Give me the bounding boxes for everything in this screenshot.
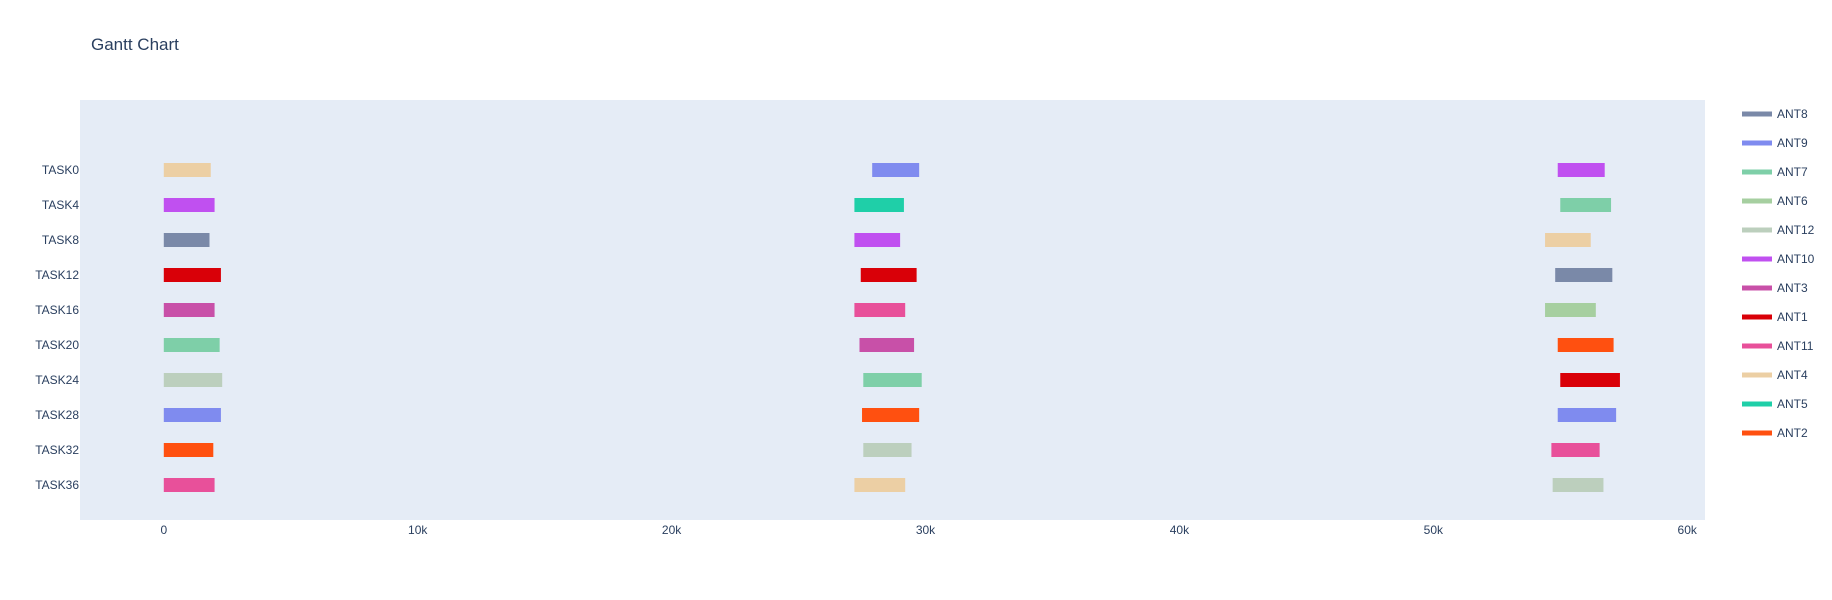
gantt-bar-ant5-task4[interactable] (854, 198, 904, 212)
legend-item-ant3[interactable]: ANT3 (1742, 281, 1808, 295)
legend-label: ANT9 (1777, 136, 1808, 150)
bars-layer (163, 163, 1620, 492)
gantt-bar-ant7-task24[interactable] (863, 373, 922, 387)
legend-item-ant6[interactable]: ANT6 (1742, 194, 1808, 208)
gantt-bar-ant10-task8[interactable] (854, 233, 901, 247)
legend-swatch (1742, 372, 1772, 378)
y-tick-label: TASK12 (35, 268, 79, 282)
chart-title: Gantt Chart (91, 35, 179, 54)
x-tick-label: 50k (1424, 523, 1444, 537)
y-tick-label: TASK28 (35, 408, 79, 422)
x-tick-label: 60k (1678, 523, 1698, 537)
y-tick-label: TASK16 (35, 303, 79, 317)
legend-label: ANT7 (1777, 165, 1808, 179)
legend-label: ANT2 (1777, 426, 1808, 440)
x-tick-label: 40k (1170, 523, 1190, 537)
y-tick-label: TASK36 (35, 478, 79, 492)
gantt-bar-ant2-task20[interactable] (1557, 338, 1614, 352)
legend-item-ant7[interactable]: ANT7 (1742, 165, 1808, 179)
legend-label: ANT11 (1777, 339, 1814, 353)
gantt-bar-ant12-task36[interactable] (1552, 478, 1604, 492)
gantt-bar-ant11-task32[interactable] (1551, 443, 1600, 457)
gantt-bar-ant2-task28[interactable] (862, 408, 920, 422)
legend-label: ANT8 (1777, 107, 1808, 121)
legend-label: ANT1 (1777, 310, 1808, 324)
x-tick-label: 30k (916, 523, 936, 537)
legend-swatch (1742, 343, 1772, 349)
legend-item-ant5[interactable]: ANT5 (1742, 397, 1808, 411)
legend-item-ant10[interactable]: ANT10 (1742, 252, 1815, 266)
gantt-bar-ant10-task0[interactable] (1557, 163, 1605, 177)
y-tick-label: TASK20 (35, 338, 79, 352)
x-axis: 0 10k 20k 30k 40k 50k 60k (160, 523, 1697, 537)
legend-swatch (1742, 227, 1772, 233)
gantt-bar-ant6-task16[interactable] (1545, 303, 1596, 317)
gantt-bar-ant9-task28[interactable] (1557, 408, 1617, 422)
gantt-bar-ant7-task20[interactable] (163, 338, 220, 352)
legend-item-ant1[interactable]: ANT1 (1742, 310, 1808, 324)
gantt-bar-ant3-task20[interactable] (859, 338, 915, 352)
gantt-bar-ant1-task24[interactable] (1560, 373, 1620, 387)
legend[interactable]: ANT8 ANT9 ANT7 ANT6 ANT12 ANT10 ANT3 ANT1 ANT11 A… (1742, 107, 1815, 440)
legend-item-ant9[interactable]: ANT9 (1742, 136, 1808, 150)
gantt-bar-ant10-task4[interactable] (163, 198, 215, 212)
legend-swatch (1742, 140, 1772, 146)
legend-swatch (1742, 256, 1772, 262)
legend-item-ant2[interactable]: ANT2 (1742, 426, 1808, 440)
legend-swatch (1742, 314, 1772, 320)
legend-item-ant8[interactable]: ANT8 (1742, 107, 1808, 121)
legend-swatch (1742, 430, 1772, 436)
y-axis: TASK0 TASK4 TASK8 TASK12 TASK16 TASK20 TASK24 T… (35, 163, 79, 492)
gantt-bar-ant7-task4[interactable] (1560, 198, 1612, 212)
gantt-bar-ant4-task36[interactable] (854, 478, 906, 492)
gantt-bar-ant3-task16[interactable] (163, 303, 215, 317)
gantt-bar-ant12-task32[interactable] (863, 443, 912, 457)
gantt-bar-ant8-task12[interactable] (1555, 268, 1613, 282)
x-tick-label: 0 (160, 523, 167, 537)
gantt-bar-ant9-task28[interactable] (163, 408, 221, 422)
legend-label: ANT12 (1777, 223, 1815, 237)
gantt-bar-ant8-task8[interactable] (163, 233, 210, 247)
y-tick-label: TASK32 (35, 443, 79, 457)
legend-swatch (1742, 401, 1772, 407)
legend-item-ant11[interactable]: ANT11 (1742, 339, 1814, 353)
gantt-bar-ant4-task8[interactable] (1545, 233, 1591, 247)
legend-label: ANT4 (1777, 368, 1808, 382)
legend-item-ant4[interactable]: ANT4 (1742, 368, 1808, 382)
gantt-bar-ant1-task12[interactable] (860, 268, 917, 282)
y-tick-label: TASK24 (35, 373, 79, 387)
legend-label: ANT5 (1777, 397, 1808, 411)
legend-swatch (1742, 111, 1772, 117)
gantt-bar-ant1-task12[interactable] (163, 268, 221, 282)
legend-swatch (1742, 198, 1772, 204)
legend-label: ANT3 (1777, 281, 1808, 295)
gantt-bar-ant4-task0[interactable] (163, 163, 211, 177)
gantt-bar-ant11-task16[interactable] (854, 303, 906, 317)
y-tick-label: TASK0 (42, 163, 79, 177)
gantt-bar-ant9-task0[interactable] (872, 163, 920, 177)
legend-label: ANT6 (1777, 194, 1808, 208)
legend-label: ANT10 (1777, 252, 1815, 266)
legend-item-ant12[interactable]: ANT12 (1742, 223, 1815, 237)
legend-swatch (1742, 285, 1772, 291)
x-tick-label: 10k (408, 523, 428, 537)
x-tick-label: 20k (662, 523, 682, 537)
gantt-bar-ant12-task24[interactable] (163, 373, 223, 387)
y-tick-label: TASK4 (42, 198, 79, 212)
gantt-bar-ant11-task36[interactable] (163, 478, 215, 492)
y-tick-label: TASK8 (42, 233, 79, 247)
gantt-bar-ant2-task32[interactable] (163, 443, 214, 457)
legend-swatch (1742, 169, 1772, 175)
